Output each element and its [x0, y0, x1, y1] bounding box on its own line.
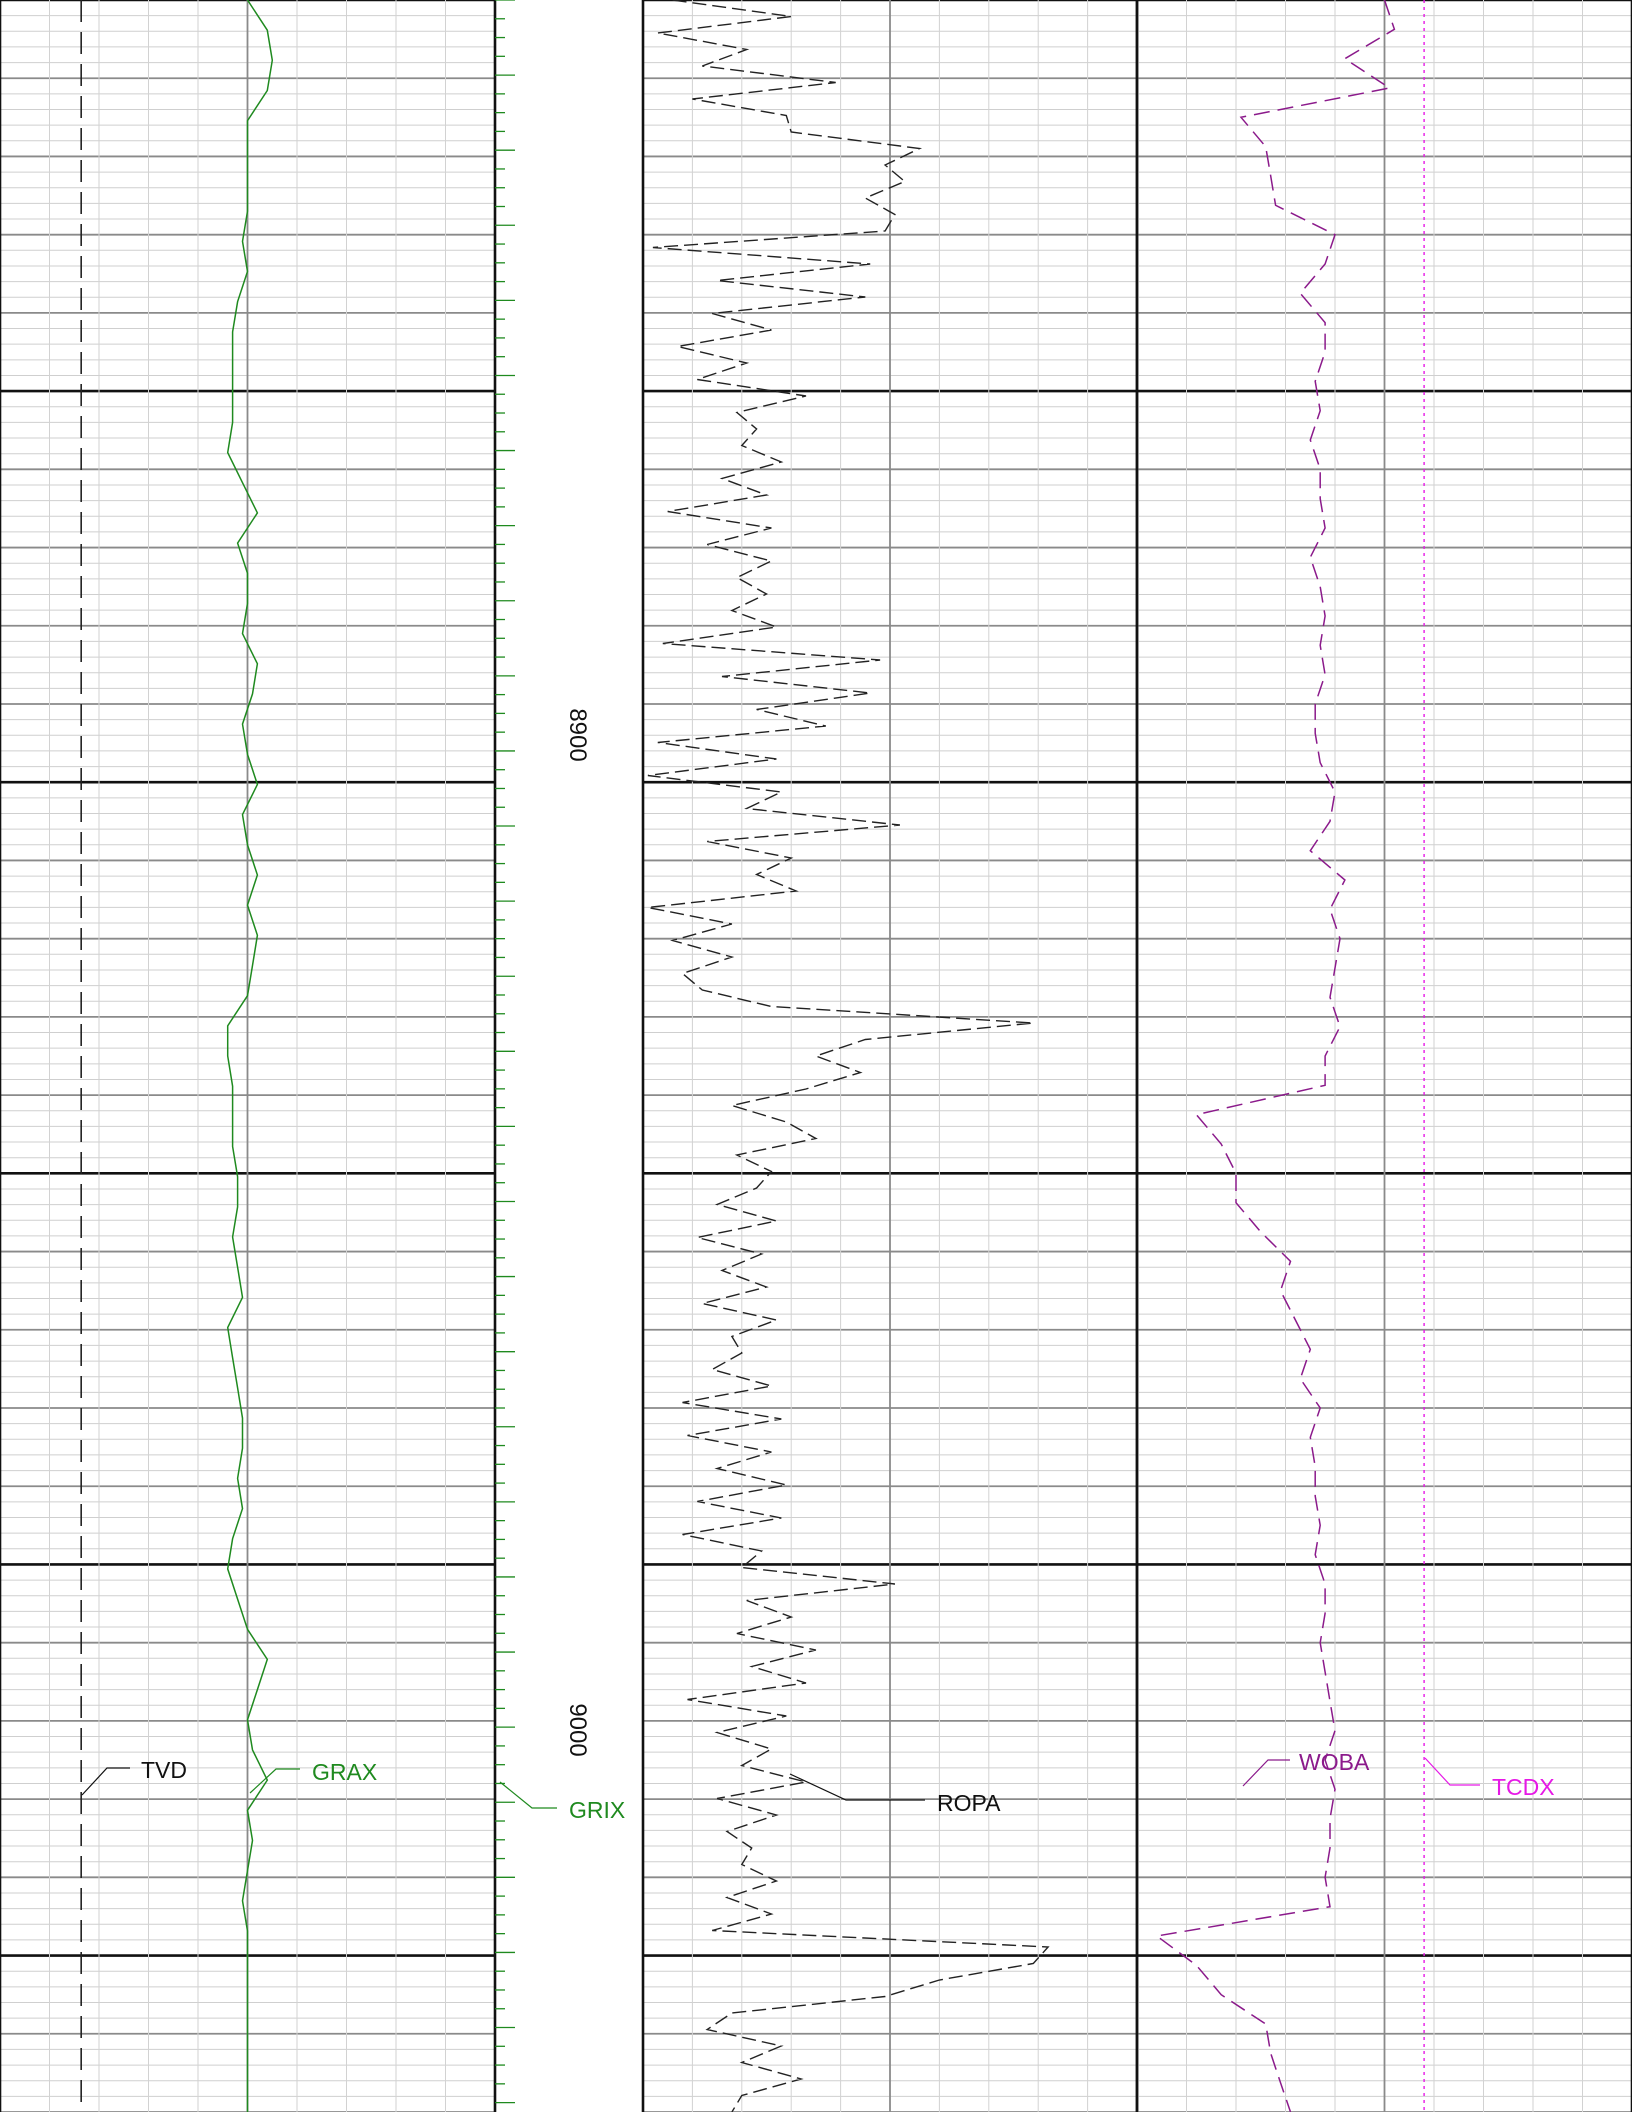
tcdx-leader [1424, 1757, 1480, 1786]
track2-grid [641, 0, 1139, 2112]
track3-grid [1135, 0, 1632, 2112]
ropa-leader [789, 1773, 925, 1801]
depth-label-8900: 8900 [564, 708, 591, 761]
tcdx-label: TCDX [1492, 1774, 1555, 1800]
grix-label: GRIX [569, 1797, 625, 1823]
tvd-leader [81, 1767, 130, 1796]
woba-leader [1242, 1759, 1290, 1787]
track1-grid [0, 0, 497, 2112]
woba-curve [1154, 0, 1396, 2112]
depth-label-9000: 9000 [564, 1703, 591, 1756]
curve-layer [80, 0, 1425, 2112]
ropa-curve [647, 0, 1050, 2112]
annotation-layer: 8900 9000 TVD GRAX GRIX ROPA WOBA TCDX [81, 708, 1555, 1823]
grax-label: GRAX [312, 1759, 377, 1785]
tvd-label: TVD [141, 1757, 187, 1783]
grix-leader [499, 1781, 557, 1809]
grax-leader [249, 1768, 300, 1794]
ropa-label: ROPA [937, 1790, 1001, 1816]
woba-label: WOBA [1299, 1749, 1370, 1775]
grix-curve [495, 0, 515, 2104]
grax-curve [226, 0, 274, 2112]
